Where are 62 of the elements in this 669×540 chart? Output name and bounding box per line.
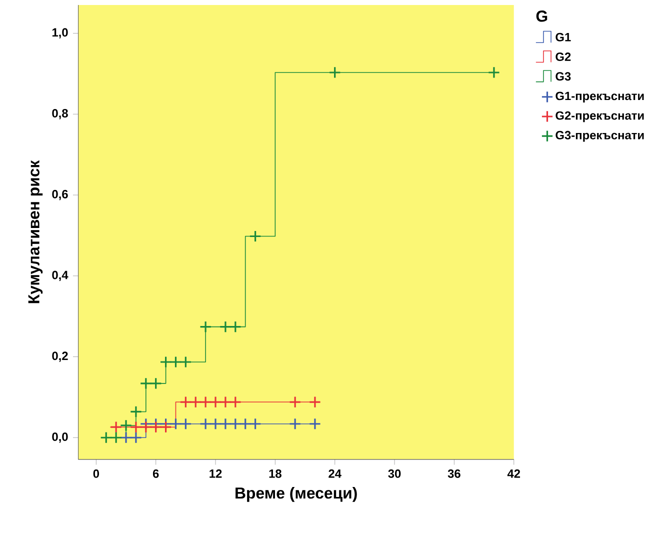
y-tick-label: 0,6 [52, 190, 68, 200]
x-tick-label: 18 [269, 469, 282, 478]
point [120, 432, 132, 444]
point [199, 418, 212, 430]
point [140, 421, 152, 434]
point [150, 377, 162, 390]
legend-label: G3-прекъснати [556, 130, 644, 142]
point [229, 396, 242, 408]
x-tick-label: 36 [448, 469, 460, 478]
legend-label: G2 [556, 52, 571, 61]
point [288, 418, 302, 430]
point [219, 396, 232, 408]
x-tick-label: 30 [388, 469, 401, 478]
point [180, 356, 192, 368]
point [219, 418, 232, 430]
point [209, 418, 222, 430]
y-tick-label: 0,2 [52, 352, 68, 362]
legend-label: G1-прекъснати [556, 92, 644, 103]
x-tick-label: 0 [93, 469, 100, 478]
point [180, 418, 192, 430]
point [249, 230, 262, 242]
point [308, 418, 322, 430]
point [308, 396, 322, 408]
x-tick-label: 6 [152, 469, 159, 478]
y-axis-title: Кумулативен риск [28, 160, 43, 304]
y-tick-label: 0,4 [52, 270, 68, 281]
point [229, 320, 242, 333]
point [130, 421, 142, 434]
point [100, 432, 112, 444]
point [120, 419, 132, 432]
point [150, 421, 162, 434]
point [229, 418, 242, 430]
legend-label: G2-прекъснати [556, 111, 644, 122]
x-tick-label: 24 [328, 469, 342, 478]
point [140, 377, 152, 390]
point [130, 406, 142, 418]
point [328, 66, 341, 79]
point [160, 421, 172, 434]
point [488, 66, 500, 79]
legend-label: G1 [556, 32, 571, 42]
y-tick-label: 0,8 [52, 109, 68, 120]
point [190, 396, 202, 408]
point [209, 396, 222, 408]
x-axis-title: Време (месеци) [236, 487, 357, 502]
point [219, 320, 232, 333]
y-tick-label: 1,0 [52, 28, 68, 38]
point [180, 396, 192, 408]
point [199, 320, 212, 333]
legend-title: G [536, 10, 548, 22]
point [199, 396, 212, 408]
point [239, 418, 252, 430]
point [249, 418, 262, 430]
point [130, 432, 142, 444]
x-tick-label: 12 [210, 469, 222, 478]
legend-label: G3 [556, 72, 571, 81]
point [160, 356, 172, 368]
y-tick-label: 0,0 [52, 432, 68, 443]
x-tick-label: 42 [507, 469, 520, 478]
point [288, 396, 302, 408]
point [170, 356, 182, 368]
point [110, 432, 122, 444]
point [170, 418, 182, 430]
